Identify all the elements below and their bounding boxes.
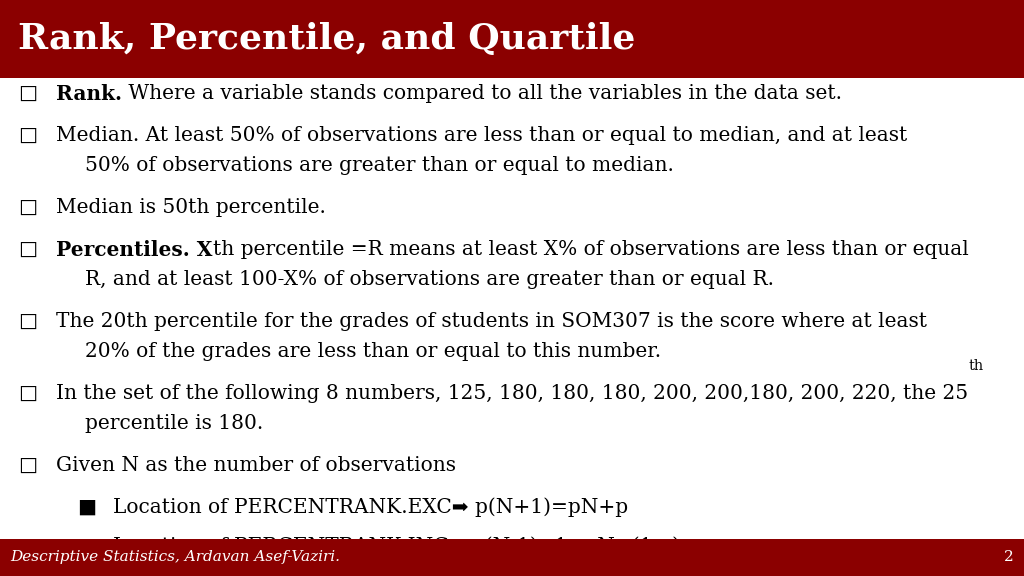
- Text: □: □: [18, 126, 38, 145]
- Text: Rank.: Rank.: [56, 84, 122, 104]
- Text: Percentiles. X: Percentiles. X: [56, 240, 213, 260]
- Text: 50% of observations are greater than or equal to median.: 50% of observations are greater than or …: [85, 156, 674, 175]
- Text: ■: ■: [77, 498, 96, 517]
- Text: percentile is 180.: percentile is 180.: [85, 414, 263, 433]
- Text: □: □: [18, 312, 38, 331]
- Text: □: □: [18, 456, 38, 475]
- Text: □: □: [18, 240, 38, 259]
- Text: th percentile =R means at least X% of observations are less than or equal: th percentile =R means at least X% of ob…: [213, 240, 969, 259]
- Text: 20% of the grades are less than or equal to this number.: 20% of the grades are less than or equal…: [85, 342, 662, 361]
- Text: R, and at least 100-X% of observations are greater than or equal R.: R, and at least 100-X% of observations a…: [85, 270, 774, 289]
- Text: Given N as the number of observations: Given N as the number of observations: [56, 456, 457, 475]
- FancyBboxPatch shape: [0, 0, 1024, 78]
- Text: □: □: [18, 384, 38, 403]
- Text: ■: ■: [77, 537, 96, 556]
- Text: Descriptive Statistics, Ardavan Asef-Vaziri.: Descriptive Statistics, Ardavan Asef-Vaz…: [10, 550, 340, 564]
- Text: In the set of the following 8 numbers, 125, 180, 180, 180, 200, 200,180, 200, 22: In the set of the following 8 numbers, 1…: [56, 384, 969, 403]
- Text: Location of PERCENTRANK.INC➡ p(N-1)+1=pN+(1-p): Location of PERCENTRANK.INC➡ p(N-1)+1=pN…: [113, 537, 680, 556]
- Text: Location of PERCENTRANK.EXC➡ p(N+1)=pN+p: Location of PERCENTRANK.EXC➡ p(N+1)=pN+p: [113, 498, 628, 517]
- Text: Median. At least 50% of observations are less than or equal to median, and at le: Median. At least 50% of observations are…: [56, 126, 907, 145]
- Text: Median is 50th percentile.: Median is 50th percentile.: [56, 198, 327, 217]
- Text: Rank, Percentile, and Quartile: Rank, Percentile, and Quartile: [18, 22, 636, 56]
- Text: The 20th percentile for the grades of students in SOM307 is the score where at l: The 20th percentile for the grades of st…: [56, 312, 928, 331]
- Text: 2: 2: [1004, 550, 1014, 564]
- Text: Where a variable stands compared to all the variables in the data set.: Where a variable stands compared to all …: [122, 84, 843, 103]
- Text: □: □: [18, 84, 38, 103]
- Text: □: □: [18, 198, 38, 217]
- FancyBboxPatch shape: [0, 539, 1024, 576]
- Text: th: th: [969, 358, 984, 373]
